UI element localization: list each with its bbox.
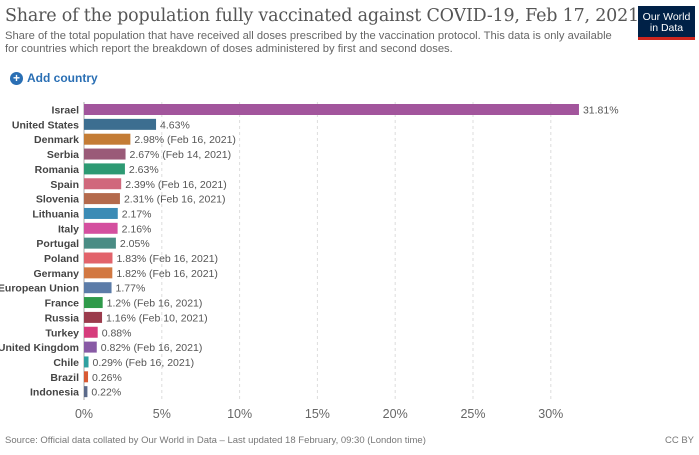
category-label: Denmark bbox=[34, 134, 79, 146]
value-label: 0.29% (Feb 16, 2021) bbox=[93, 357, 195, 369]
category-label: Turkey bbox=[45, 327, 79, 339]
value-label: 31.81% bbox=[583, 105, 619, 117]
category-label: Lithuania bbox=[32, 208, 79, 220]
x-tick-label: 15% bbox=[305, 407, 330, 421]
category-label: Portugal bbox=[36, 238, 79, 250]
value-label: 0.22% bbox=[91, 387, 121, 399]
value-label: 2.05% bbox=[120, 238, 150, 250]
value-label: 1.82% (Feb 16, 2021) bbox=[116, 268, 218, 280]
chart-title: Share of the population fully vaccinated… bbox=[5, 6, 639, 26]
bar[interactable] bbox=[84, 193, 120, 205]
value-label: 2.63% bbox=[129, 164, 159, 176]
category-label: Italy bbox=[58, 223, 79, 235]
chart-subtitle: Share of the total population that have … bbox=[5, 30, 612, 55]
bar[interactable] bbox=[84, 282, 112, 294]
category-label: Serbia bbox=[47, 149, 79, 161]
category-label: United States bbox=[12, 119, 79, 131]
bar[interactable] bbox=[84, 326, 98, 338]
bar[interactable] bbox=[84, 341, 97, 353]
category-label: Russia bbox=[45, 312, 80, 324]
x-tick-label: 10% bbox=[227, 407, 252, 421]
value-label: 2.31% (Feb 16, 2021) bbox=[124, 194, 226, 206]
value-label: 2.67% (Feb 14, 2021) bbox=[130, 149, 232, 161]
logo-line-1: Our World bbox=[642, 11, 691, 23]
value-label: 2.16% bbox=[122, 223, 152, 235]
bar[interactable] bbox=[84, 104, 579, 115]
bar[interactable] bbox=[84, 237, 116, 249]
add-country-label: Add country bbox=[27, 71, 98, 85]
category-label: Romania bbox=[35, 164, 80, 176]
bar[interactable] bbox=[84, 222, 118, 234]
bar[interactable] bbox=[84, 311, 103, 323]
value-label: 1.83% (Feb 16, 2021) bbox=[116, 253, 218, 265]
value-label: 0.26% bbox=[92, 372, 122, 384]
source-footer: Source: Official data collated by Our Wo… bbox=[5, 435, 426, 446]
bar[interactable] bbox=[84, 178, 122, 190]
category-label: European Union bbox=[0, 283, 79, 295]
bar[interactable] bbox=[84, 163, 125, 175]
value-label: 0.88% bbox=[102, 327, 132, 339]
category-label: Poland bbox=[44, 253, 79, 265]
x-tick-label: 20% bbox=[383, 407, 408, 421]
bar[interactable] bbox=[84, 356, 89, 368]
x-tick-label: 25% bbox=[460, 407, 485, 421]
value-label: 2.98% (Feb 16, 2021) bbox=[134, 134, 236, 146]
value-label: 1.2% (Feb 16, 2021) bbox=[107, 298, 203, 310]
category-label: France bbox=[45, 298, 80, 310]
category-label: Indonesia bbox=[30, 387, 79, 399]
bar[interactable] bbox=[84, 267, 113, 279]
category-label: Israel bbox=[52, 105, 80, 117]
bar[interactable] bbox=[84, 297, 103, 309]
plus-circle-icon: + bbox=[10, 71, 23, 85]
value-label: 1.77% bbox=[116, 283, 146, 295]
logo-line-2: in Data bbox=[649, 22, 684, 34]
license-link[interactable]: CC BY bbox=[664, 435, 694, 446]
category-label: Germany bbox=[33, 268, 79, 280]
value-label: 0.82% (Feb 16, 2021) bbox=[101, 342, 203, 354]
value-label: 4.63% bbox=[160, 119, 190, 131]
value-label: 2.17% bbox=[122, 208, 152, 220]
x-tick-label: 5% bbox=[153, 407, 171, 421]
bar[interactable] bbox=[84, 133, 131, 145]
bar[interactable] bbox=[84, 148, 126, 160]
bar[interactable] bbox=[84, 386, 88, 398]
x-tick-label: 0% bbox=[75, 407, 93, 421]
bar[interactable] bbox=[84, 252, 113, 264]
value-label: 1.16% (Feb 10, 2021) bbox=[106, 312, 208, 324]
owid-logo[interactable]: Our World in Data bbox=[638, 6, 695, 40]
bar[interactable] bbox=[84, 118, 157, 130]
category-label: Chile bbox=[53, 357, 79, 369]
category-label: United Kingdom bbox=[0, 342, 79, 354]
category-label: Slovenia bbox=[36, 194, 79, 206]
category-label: Brazil bbox=[50, 372, 79, 384]
category-label: Spain bbox=[50, 179, 79, 191]
bar[interactable] bbox=[84, 371, 89, 383]
x-tick-label: 30% bbox=[538, 407, 563, 421]
value-label: 2.39% (Feb 16, 2021) bbox=[125, 179, 227, 191]
bar[interactable] bbox=[84, 207, 118, 219]
add-country-button[interactable]: + Add country bbox=[10, 70, 98, 86]
